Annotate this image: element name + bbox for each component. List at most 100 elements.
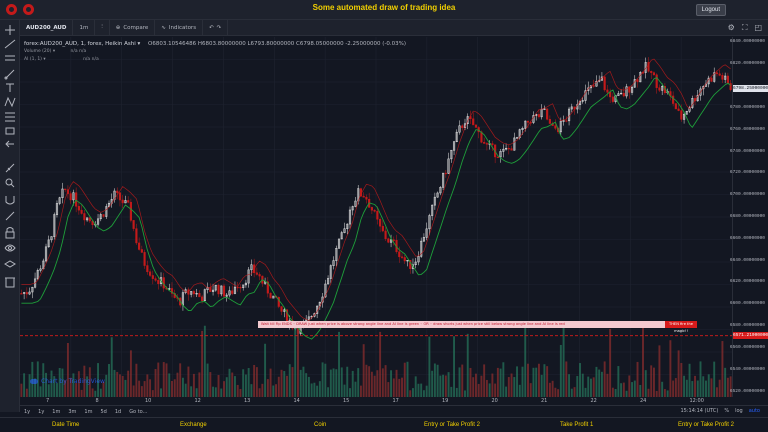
volume-bar xyxy=(239,388,242,397)
volume-bar xyxy=(247,368,250,397)
candle-body xyxy=(685,111,688,115)
redo-icon[interactable]: ↷ xyxy=(216,24,222,31)
candle-body xyxy=(206,287,209,290)
back-arrow-icon[interactable] xyxy=(5,140,14,148)
trash-icon[interactable] xyxy=(5,277,15,288)
fullscreen-icon[interactable]: ⛶ xyxy=(741,23,748,32)
volume-bar xyxy=(691,381,694,397)
crosshair-icon[interactable] xyxy=(5,25,15,35)
price-label: 6740.00000000 xyxy=(729,148,765,154)
legend-volume-values: n/a n/a xyxy=(70,49,87,54)
candle-body xyxy=(425,228,428,238)
candle-body xyxy=(570,106,573,110)
price-scale[interactable]: 6840.00000000 6820.00000000 6780.00000000 6… xyxy=(729,37,768,397)
horizontal-line-icon[interactable] xyxy=(5,55,15,61)
price-chart[interactable] xyxy=(20,37,732,397)
shapes-icon[interactable] xyxy=(5,127,15,135)
magnet-icon[interactable] xyxy=(5,196,15,205)
candle-body xyxy=(362,195,365,198)
candle-body xyxy=(211,289,215,292)
compare-button[interactable]: ⊕ Compare xyxy=(110,19,156,36)
volume-bar xyxy=(280,369,283,397)
pencil-lock-icon[interactable] xyxy=(5,211,15,221)
volume-bar xyxy=(516,366,518,397)
volume-bar xyxy=(705,380,707,397)
volume-bar xyxy=(192,373,195,397)
candle-body xyxy=(565,120,568,122)
undo-icon[interactable]: ↶ xyxy=(209,24,214,31)
volume-bar xyxy=(392,378,395,397)
candle-body xyxy=(524,120,527,129)
candle-body xyxy=(250,264,253,271)
range-button[interactable]: 3m xyxy=(68,408,77,415)
time-label: 10 xyxy=(145,398,152,404)
candle-body xyxy=(337,238,341,249)
time-label: 21 xyxy=(541,398,548,404)
volume-bar xyxy=(187,366,190,397)
eye-icon[interactable] xyxy=(4,244,16,252)
volume-bar xyxy=(633,380,636,397)
volume-bar xyxy=(683,375,686,397)
volume-bar xyxy=(639,384,642,397)
interval-selector[interactable]: 1m xyxy=(73,19,96,36)
candle-body xyxy=(242,284,245,288)
volume-bar xyxy=(299,369,302,397)
zoom-icon[interactable] xyxy=(5,178,15,188)
volume-bar xyxy=(25,388,28,397)
chart-type-button[interactable]: ⫶ xyxy=(95,19,110,36)
indicators-button[interactable]: ∿ Indicators xyxy=(155,19,204,36)
candle-body xyxy=(491,143,494,146)
indicators-icon: ∿ xyxy=(161,24,166,31)
volume-bar xyxy=(332,368,335,397)
volume-bar xyxy=(680,362,683,397)
candles-icon: ⫶ xyxy=(101,24,103,30)
candle-body xyxy=(515,137,519,139)
candle-body xyxy=(510,148,513,151)
pattern-icon[interactable] xyxy=(4,96,16,108)
volume-bar xyxy=(496,367,499,397)
range-button[interactable]: 1m xyxy=(52,408,61,415)
volume-bar xyxy=(91,388,94,397)
range-button[interactable]: 5d xyxy=(100,408,107,415)
auto-toggle[interactable]: auto xyxy=(748,408,760,414)
brush-icon[interactable] xyxy=(4,69,15,80)
volume-bar xyxy=(121,375,124,397)
lock-icon[interactable] xyxy=(5,227,15,239)
candle-body xyxy=(159,277,163,284)
snapshot-icon[interactable]: ◰ xyxy=(754,23,762,32)
range-button[interactable]: 1y xyxy=(24,408,31,415)
undo-redo[interactable]: ↶ ↷ xyxy=(203,19,229,36)
volume-bar xyxy=(672,380,675,397)
text-icon[interactable] xyxy=(6,83,14,92)
candle-body xyxy=(307,316,310,321)
time-axis[interactable]: 7 8 10 12 13 14 15 17 19 20 21 22 24 12:00 xyxy=(20,397,732,405)
range-button[interactable]: 1d xyxy=(114,408,122,415)
candle-body xyxy=(327,278,330,285)
volume-bar xyxy=(313,382,316,397)
range-button[interactable]: 1y xyxy=(38,408,45,415)
volume-bar xyxy=(244,374,247,397)
candle-body xyxy=(584,90,587,101)
volume-bar xyxy=(266,379,269,397)
range-button[interactable]: Go to... xyxy=(129,408,148,415)
volume-bar xyxy=(305,373,308,397)
logout-button[interactable]: Logout xyxy=(695,4,726,16)
fib-icon[interactable] xyxy=(5,112,15,122)
range-button[interactable]: 1m xyxy=(84,408,93,415)
candle-body xyxy=(436,192,439,198)
volume-bar xyxy=(151,390,154,397)
layers-icon[interactable] xyxy=(4,260,16,268)
candle-body xyxy=(149,271,152,276)
candle-body xyxy=(255,272,258,275)
volume-bar xyxy=(543,364,546,397)
percent-toggle[interactable]: % xyxy=(724,408,730,414)
log-toggle[interactable]: log xyxy=(735,408,743,414)
volume-bar xyxy=(579,363,581,397)
measure-icon[interactable] xyxy=(5,163,15,173)
candle-body xyxy=(537,114,541,118)
candle-body xyxy=(452,141,456,151)
symbol-selector[interactable]: AUD200_AUD xyxy=(20,19,74,36)
settings-icon[interactable]: ⚙ xyxy=(727,23,735,32)
volume-bar xyxy=(466,333,469,397)
trend-line-icon[interactable] xyxy=(4,39,16,49)
